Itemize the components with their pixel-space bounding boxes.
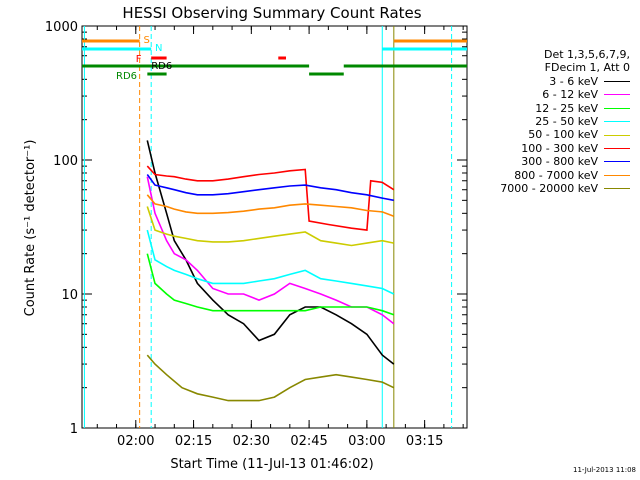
series-line <box>146 253 395 316</box>
legend-header-1: Det 1,3,5,6,7,9, <box>543 48 630 61</box>
legend-swatch <box>604 107 630 109</box>
legend-item: 50 - 100 keV <box>478 128 630 141</box>
legend-item: 800 - 7000 keV <box>478 169 630 182</box>
x-tick-label: 02:45 <box>290 434 327 449</box>
legend-item: 6 - 12 keV <box>478 88 630 101</box>
legend-swatch <box>604 94 630 96</box>
flag-label: RD6 <box>151 61 172 72</box>
legend-label: 6 - 12 keV <box>542 88 598 102</box>
flag-label: N <box>155 43 162 54</box>
legend-item: 100 - 300 keV <box>478 142 630 155</box>
legend-label: 50 - 100 keV <box>528 128 598 142</box>
flag-label: RD6 <box>116 71 137 82</box>
y-axis-label: Count Rate (s⁻¹ detector⁻¹) <box>23 140 38 317</box>
legend-swatch <box>604 188 630 190</box>
legend-swatch <box>604 81 630 83</box>
legend-label: 800 - 7000 keV <box>514 168 598 182</box>
legend-label: 300 - 800 keV <box>521 155 598 169</box>
legend: Det 1,3,5,6,7,9, FDecim 1, Att 0 3 - 6 k… <box>478 48 630 195</box>
x-tick-label: 03:00 <box>348 434 385 449</box>
x-tick-label: 02:30 <box>233 434 270 449</box>
legend-swatch <box>604 134 630 136</box>
series-line <box>146 174 394 202</box>
series-line <box>146 140 395 365</box>
series-line <box>146 206 394 247</box>
series-line <box>146 229 395 295</box>
y-tick-label: 1 <box>70 422 78 437</box>
legend-item: 3 - 6 keV <box>478 75 630 88</box>
x-tick-label: 03:15 <box>406 434 443 449</box>
legend-item: 300 - 800 keV <box>478 155 630 168</box>
legend-rows: 3 - 6 keV 6 - 12 keV 12 - 25 keV 25 - 50 ke… <box>478 75 630 196</box>
series-line <box>146 194 395 218</box>
y-tick-label: 100 <box>53 154 78 169</box>
plot-frame <box>81 25 468 429</box>
series-line <box>146 176 395 325</box>
x-tick-label: 02:15 <box>175 434 212 449</box>
legend-swatch <box>604 174 630 176</box>
series-line <box>146 165 395 231</box>
legend-swatch <box>604 161 630 163</box>
legend-swatch <box>604 121 630 123</box>
legend-header-2: FDecim 1, Att 0 <box>544 61 630 75</box>
x-axis-label: Start Time (11-Jul-13 01:46:02) <box>170 457 373 472</box>
legend-label: 12 - 25 keV <box>535 101 598 115</box>
chart-title: HESSI Observing Summary Count Rates <box>122 4 421 22</box>
flag-label: F <box>136 54 142 65</box>
y-tick-label: 1000 <box>45 20 78 35</box>
series-line <box>146 354 395 402</box>
x-tick-label: 02:00 <box>117 434 154 449</box>
legend-item: 25 - 50 keV <box>478 115 630 128</box>
legend-label: 25 - 50 keV <box>535 115 598 129</box>
legend-label: 3 - 6 keV <box>549 74 598 88</box>
legend-item: 12 - 25 keV <box>478 102 630 115</box>
flag-label: S <box>143 35 149 46</box>
y-tick-label: 10 <box>61 288 78 303</box>
legend-label: 7000 - 20000 keV <box>500 182 598 196</box>
legend-label: 100 - 300 keV <box>521 141 598 155</box>
legend-swatch <box>604 148 630 150</box>
legend-item: 7000 - 20000 keV <box>478 182 630 195</box>
plot-area: 1 10 100 1000 02:00 02:15 02:30 02:45 03:00 03:15… <box>45 20 468 449</box>
timestamp: 11-Jul-2013 11:08 <box>572 466 636 474</box>
